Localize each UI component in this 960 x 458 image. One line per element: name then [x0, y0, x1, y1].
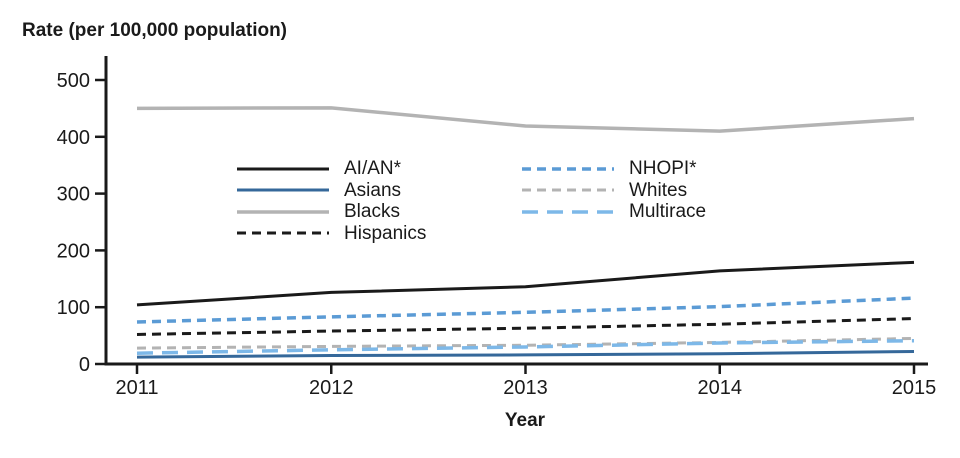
y-tick-label-500: 500 — [57, 70, 90, 92]
series-line-ai-an — [136, 260, 915, 307]
y-tick-label-400: 400 — [57, 127, 90, 149]
legend-swatch-hispanics — [237, 231, 329, 235]
legend-item-multirace: Multirace — [522, 201, 706, 222]
legend-item-blacks: Blacks — [237, 201, 400, 222]
legend-item-whites: Whites — [522, 180, 687, 201]
legend-swatch-blacks — [237, 209, 329, 214]
series-line-asians — [136, 350, 915, 359]
legend-label-whites: Whites — [629, 179, 688, 201]
y-tick-label-200: 200 — [57, 240, 90, 262]
legend-label-blacks: Blacks — [344, 201, 400, 222]
legend-item-asians: Asians — [237, 180, 401, 201]
legend-label-nhopi: NHOPI* — [629, 158, 697, 179]
x-tick-label-2011: 2011 — [115, 377, 158, 399]
series-line-multirace — [136, 338, 915, 355]
legend-swatch-whites — [522, 188, 614, 192]
legend-swatch-asians — [237, 188, 329, 192]
x-tick-label-2012: 2012 — [309, 377, 354, 399]
y-tick-label-0: 0 — [79, 354, 90, 376]
legend-label-asians: Asians — [344, 179, 402, 201]
legend-swatch-multirace — [522, 209, 614, 214]
series-line-blacks — [136, 106, 915, 133]
legend-label-ai-an: AI/AN* — [344, 158, 402, 179]
x-axis-title: Year — [504, 410, 546, 431]
x-tick-label-2013: 2013 — [503, 377, 548, 399]
y-tick-label-100: 100 — [57, 297, 90, 319]
series-line-whites — [136, 336, 915, 350]
legend-swatch-nhopi — [522, 166, 614, 171]
x-tick-label-2015: 2015 — [892, 377, 937, 399]
series-line-nhopi — [136, 296, 915, 324]
legend-swatch-ai-an — [237, 167, 329, 170]
y-tick-label-300: 300 — [57, 184, 90, 206]
x-tick-label-2014: 2014 — [698, 377, 743, 399]
legend-label-hispanics: Hispanics — [344, 222, 427, 244]
legend-item-ai-an: AI/AN* — [237, 158, 401, 179]
legend-item-nhopi: NHOPI* — [522, 158, 697, 179]
legend-item-hispanics: Hispanics — [237, 223, 426, 244]
legend-label-multirace: Multirace — [629, 201, 707, 222]
chart-title: Rate (per 100,000 population) — [22, 20, 288, 41]
series-line-hispanics — [136, 317, 915, 336]
